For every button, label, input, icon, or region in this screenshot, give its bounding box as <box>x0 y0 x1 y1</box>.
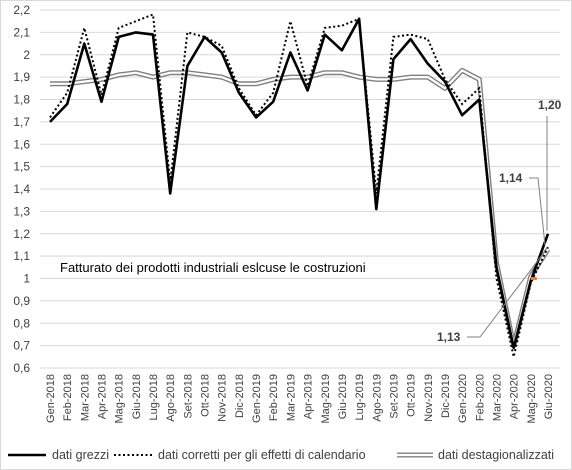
legend-label: dati corretti per gli effetti di calenda… <box>158 448 366 462</box>
y-tick-label: 0,7 <box>13 339 30 353</box>
y-tick-label: 2 <box>23 48 30 62</box>
x-tick-label: Feb-2018 <box>62 374 74 421</box>
y-tick-label: 1,5 <box>13 160 30 174</box>
x-tick-label: Mag-2019 <box>320 374 332 424</box>
y-tick-label: 1,8 <box>13 93 30 107</box>
x-tick-label: Feb-2020 <box>474 374 486 421</box>
x-tick-label: Mar-2019 <box>285 374 297 421</box>
x-tick-label: Ott-2018 <box>200 374 212 417</box>
x-tick-label: Mag-2020 <box>526 374 538 424</box>
annotation-label: 1,20 <box>538 98 562 112</box>
x-tick-label: Set-2018 <box>182 374 194 419</box>
x-tick-label: Apr-2019 <box>303 374 315 419</box>
legend-label: dati grezzi <box>52 448 109 462</box>
y-tick-label: 2,2 <box>13 3 30 17</box>
x-tick-label: Gen-2018 <box>45 374 57 423</box>
y-tick-label: 1,4 <box>13 182 30 196</box>
x-tick-label: Gen-2020 <box>457 374 469 423</box>
y-tick-label: 2,1 <box>13 25 30 39</box>
legend-label: dati destagionalizzati <box>438 448 554 462</box>
y-tick-label: 1,6 <box>13 137 30 151</box>
x-tick-label: Lug-2019 <box>354 374 366 421</box>
x-tick-label: Gen-2019 <box>251 374 263 423</box>
series-dati-grezzi <box>49 17 550 350</box>
x-axis-ticks: Gen-2018 Feb-2018 Mar-2018 Apr-2018 Mag-2018… <box>45 374 555 424</box>
x-tick-label: Giu-2019 <box>337 374 349 419</box>
annotation-label: 1,13 <box>437 330 461 344</box>
gridlines <box>40 9 560 369</box>
legend: dati grezzi dati corretti per gli effetti… <box>8 448 554 462</box>
annotation-leader <box>467 252 545 338</box>
y-tick-label: 1,7 <box>13 115 30 129</box>
annotation-leader <box>529 177 546 246</box>
annotations: 1,20 1,14 1,13 <box>437 98 562 344</box>
x-tick-label: Apr-2020 <box>509 374 521 419</box>
x-tick-label: Mar-2018 <box>79 374 91 421</box>
y-axis-ticks: 0,6 0,7 0,8 0,9 1 1,1 1,2 1,3 1,4 1,5 1,6 1,7 1,8 1,9… <box>13 3 30 375</box>
y-tick-label: 1 <box>23 272 30 286</box>
series-destagionalizzati-inner <box>50 69 549 347</box>
x-tick-label: Ott-2019 <box>406 374 418 417</box>
x-tick-label: Giu-2018 <box>131 374 143 419</box>
y-tick-label: 1,9 <box>13 70 30 84</box>
y-tick-label: 1,1 <box>13 249 30 263</box>
x-tick-label: Dic-2018 <box>234 374 246 418</box>
series-lines <box>49 13 551 358</box>
annotation-label: 1,14 <box>499 171 523 185</box>
x-tick-label: Nov-2019 <box>423 374 435 422</box>
y-tick-label: 0,8 <box>13 316 30 330</box>
x-tick-label: Lug-2018 <box>148 374 160 421</box>
x-tick-label: Dic-2019 <box>440 374 452 418</box>
x-tick-label: Mag-2018 <box>114 374 126 424</box>
x-tick-label: Set-2019 <box>388 374 400 419</box>
series-corretti-calendario <box>49 13 549 358</box>
x-tick-label: Feb-2019 <box>268 374 280 421</box>
chart-title: Fatturato dei prodotti industriali eslcu… <box>60 260 366 275</box>
y-tick-label: 1,3 <box>13 204 30 218</box>
x-tick-label: Giu-2020 <box>543 374 555 419</box>
x-tick-label: Nov-2018 <box>217 374 229 422</box>
y-tick-label: 0,9 <box>13 294 30 308</box>
y-tick-label: 0,6 <box>13 361 30 375</box>
x-tick-label: Mar-2020 <box>491 374 503 421</box>
x-tick-label: Ago-2018 <box>165 374 177 422</box>
x-tick-label: Apr-2018 <box>97 374 109 419</box>
y-tick-label: 1,2 <box>13 227 30 241</box>
x-tick-label: Ago-2019 <box>371 374 383 422</box>
